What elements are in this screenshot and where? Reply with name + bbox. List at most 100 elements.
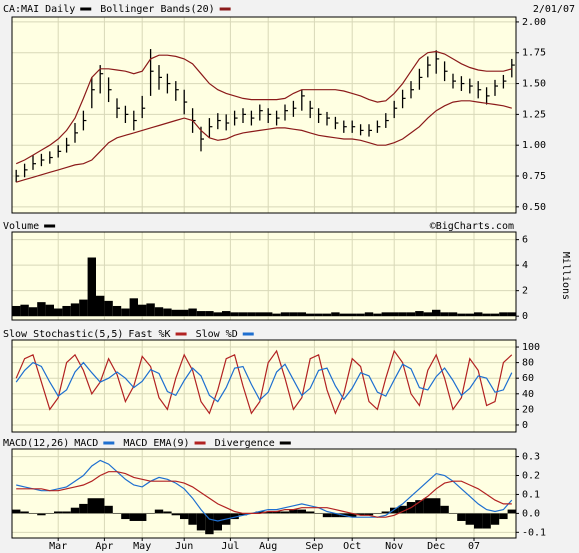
- divergence-bar: [87, 498, 96, 514]
- price-bar: [343, 120, 347, 133]
- y-tick-label: 0.75: [522, 171, 546, 182]
- divergence-bar: [154, 509, 164, 514]
- volume-bar: [348, 313, 357, 317]
- divergence-bar: [79, 503, 88, 514]
- volume-bar: [230, 312, 239, 317]
- price-bar: [15, 169, 20, 183]
- divergence-bar: [54, 511, 63, 514]
- price-bar: [326, 111, 330, 126]
- volume-bar: [138, 304, 147, 317]
- x-tick-label: Dec: [427, 541, 445, 552]
- y-tick-label: 0.3: [522, 452, 540, 463]
- legend-label: Slow %D: [196, 329, 238, 340]
- volume-bar: [373, 313, 382, 317]
- volume-bar: [255, 312, 264, 317]
- divergence-bar: [20, 511, 29, 514]
- divergence-bar: [255, 511, 264, 514]
- y-tick-label: 1.50: [522, 79, 546, 90]
- price-bar: [385, 113, 389, 128]
- price-bar: [502, 74, 507, 89]
- divergence-bar: [448, 513, 458, 514]
- volume-bar: [272, 313, 281, 317]
- divergence-bar: [146, 513, 155, 514]
- divergence-bar: [356, 513, 365, 516]
- x-tick-label: Oct: [343, 541, 361, 552]
- y-tick-label: 6: [522, 235, 528, 246]
- price-bar: [410, 81, 414, 99]
- price-bar: [133, 110, 137, 131]
- y-tick-label: 2: [522, 286, 528, 297]
- volume-bar: [112, 305, 122, 317]
- y-tick-label: 1.25: [522, 109, 546, 120]
- price-bar: [141, 95, 146, 119]
- divergence-bar: [62, 511, 71, 514]
- legend-label: Fast %K: [128, 329, 170, 340]
- price-bar: [91, 77, 95, 109]
- price-bar: [393, 100, 398, 119]
- divergence-bar: [423, 498, 432, 514]
- divergence-bar: [465, 513, 474, 525]
- divergence-bar: [230, 513, 239, 520]
- price-bar: [351, 120, 356, 133]
- volume-bar: [331, 312, 340, 317]
- price-bar: [65, 137, 70, 153]
- price-bar: [469, 78, 473, 94]
- divergence-bar: [264, 511, 273, 514]
- volume-bar: [238, 312, 248, 317]
- panel-title: Slow Stochastic(5,5): [3, 329, 123, 340]
- price-bar: [217, 113, 221, 130]
- volume-bar: [213, 312, 222, 317]
- x-tick-label: Nov: [385, 541, 403, 552]
- volume-bar: [154, 307, 164, 317]
- divergence-bar: [129, 513, 138, 521]
- volume-bar: [28, 307, 38, 317]
- price-bar: [309, 100, 314, 119]
- divergence-bar: [121, 513, 130, 520]
- divergence-bar: [205, 513, 214, 535]
- divergence-bar: [398, 505, 407, 514]
- y-tick-label: 0.1: [522, 489, 540, 500]
- price-bar: [99, 65, 104, 94]
- volume-bar: [45, 304, 54, 317]
- volume-bar: [322, 313, 332, 317]
- price-bar: [259, 104, 263, 121]
- divergence-bar: [171, 513, 180, 516]
- credit: ©BigCharts.com: [430, 221, 514, 232]
- volume-bar: [474, 312, 483, 317]
- price-bar: [317, 108, 322, 124]
- divergence-bar: [432, 498, 441, 514]
- x-tick-label: Aug: [259, 541, 277, 552]
- volume-bar: [356, 313, 365, 317]
- price-bar: [359, 124, 364, 136]
- legend-label: MACD: [74, 438, 98, 449]
- price-bar: [225, 114, 230, 131]
- price-bar: [284, 104, 288, 121]
- y-tick-label: 1.75: [522, 48, 546, 59]
- price-bar: [334, 116, 339, 130]
- volume-bar: [499, 312, 508, 317]
- divergence-bar: [314, 513, 323, 514]
- divergence-bar: [96, 498, 105, 514]
- divergence-bar: [482, 513, 491, 529]
- volume-bar: [54, 308, 63, 317]
- volume-bar: [507, 312, 516, 317]
- volume-bar: [390, 312, 399, 317]
- divergence-bar: [499, 513, 508, 520]
- divergence-bar: [490, 513, 500, 525]
- y-tick-label: 2.00: [522, 17, 546, 28]
- divergence-bar: [138, 513, 147, 521]
- divergence-bar: [322, 513, 332, 518]
- date-label: 2/01/07: [533, 4, 575, 15]
- plot-border: [11, 231, 517, 321]
- price-bar: [23, 163, 28, 178]
- divergence-bar: [457, 513, 466, 521]
- divergence-bar: [415, 500, 424, 514]
- price-bar: [267, 108, 272, 124]
- y-tick-label: 0: [522, 420, 528, 431]
- y-tick-label: 0.50: [522, 202, 546, 213]
- volume-bar: [79, 299, 88, 317]
- volume-bar: [222, 311, 231, 317]
- price-bar: [175, 81, 179, 101]
- volume-bar: [188, 308, 197, 317]
- volume-bar: [20, 304, 29, 317]
